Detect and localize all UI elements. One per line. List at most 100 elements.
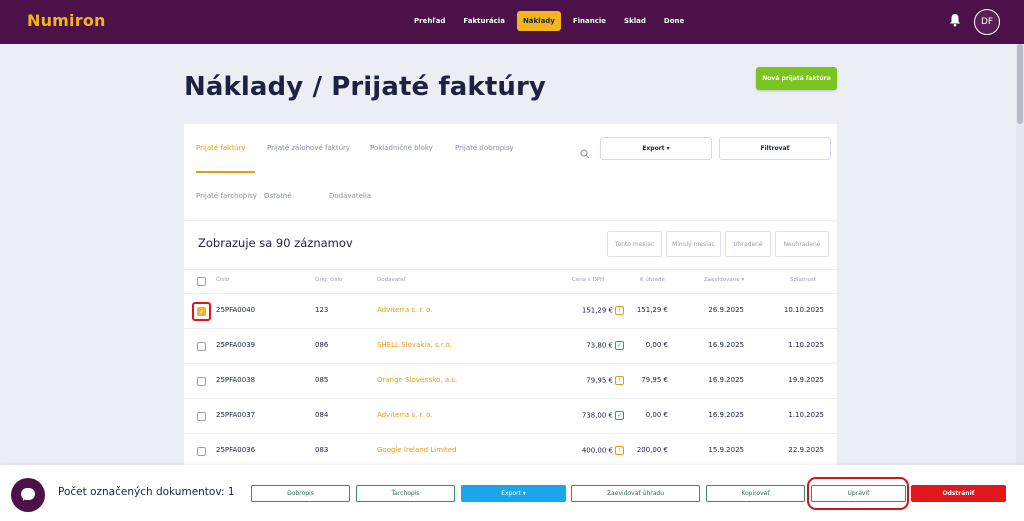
divider [184,363,837,364]
orig-number: 084 [315,411,329,419]
tab-received-invoices[interactable]: Prijaté faktúry [196,144,246,152]
tab-received-credit-notes[interactable]: Prijaté dobropisy [455,144,514,152]
nav-item-invoicing[interactable]: Fakturácia [463,17,505,25]
due-date: 19.9.2025 [788,376,824,384]
price-value: 73,80 € [586,341,613,350]
bulk-export-button[interactable]: Export ▾ [461,485,566,502]
bell-icon[interactable] [948,13,962,29]
invoice-number[interactable]: 25PFA0040 [216,306,256,314]
price-value: 400,00 € [581,446,613,455]
recorded-date: 26.9.2025 [708,306,744,314]
tab-other[interactable]: Ostatné [264,192,292,200]
search-icon[interactable] [580,144,590,159]
divider [184,433,837,434]
price-cell: 400,00 €! [544,446,624,455]
filter-paid[interactable]: Uhradené [725,231,771,257]
page-title: Náklady / Prijaté faktúry [184,72,546,102]
partial-status-icon: ! [615,446,624,455]
row-checkbox[interactable] [197,447,206,456]
orig-number: 083 [315,446,329,454]
sort-desc-icon: ▾ [741,277,745,283]
supplier-link[interactable]: Google Ireland Limited [377,446,457,454]
divider [184,328,837,329]
column-header-number[interactable]: Číslo [216,277,230,283]
price-value: 79,95 € [586,376,613,385]
new-received-invoice-button[interactable]: Nová prijatá faktúra [756,67,837,90]
invoice-number[interactable]: 25PFA0037 [216,411,256,419]
filter-this-month[interactable]: Tento mesiac [607,231,662,257]
records-count-title: Zobrazuje sa 90 záznamov [198,236,353,250]
price-value: 151,29 € [581,306,613,315]
invoices-card: Prijaté faktúry Prijaté zálohové faktúry… [184,124,837,465]
user-avatar[interactable]: DF [974,9,1000,35]
price-cell: 73,80 € ✓ [544,341,624,350]
unpaid-status-icon: ! [615,376,624,385]
divider [184,398,837,399]
column-header-price[interactable]: Cena s DPH [572,277,605,283]
tab-received-debit-notes[interactable]: Prijaté ťarchopisy [196,192,257,200]
nav-item-done[interactable]: Done [663,17,685,25]
tab-received-advance-invoices[interactable]: Prijaté zálohové faktúry [267,144,351,152]
row-checkbox[interactable]: ✓ [197,307,206,316]
column-header-to-pay[interactable]: K úhrade [640,277,665,283]
price-value: 738,00 € [581,411,613,420]
supplier-link[interactable]: Adviterra s. r. o. [377,306,433,314]
to-pay-value: 79,95 € [641,376,668,384]
selected-documents-count: Počet označených dokumentov: 1 [58,486,235,498]
to-pay-value: 0,00 € [645,341,668,349]
due-date: 1.10.2025 [788,341,824,349]
edit-button-highlight [807,477,909,510]
due-date: 10.10.2025 [783,306,824,314]
debit-note-button[interactable]: Ťarchopis [356,485,455,502]
record-payment-button[interactable]: Zaevidovať úhradu [571,485,700,502]
chat-bubble-tail [23,497,27,501]
invoice-number[interactable]: 25PFA0039 [216,341,256,349]
credit-note-button[interactable]: Dobropis [251,485,350,502]
row-checkbox[interactable] [197,412,206,421]
page-scrollbar[interactable] [1016,44,1024,465]
row-checkbox[interactable] [197,377,206,386]
divider [184,293,837,294]
nav-item-costs[interactable]: Náklady [516,11,561,31]
export-dropdown-button[interactable]: Export ▾ [600,137,712,160]
divider [184,220,837,221]
price-cell: 151,29 €! [544,306,624,315]
copy-button[interactable]: Kopírovať [706,485,805,502]
column-header-supplier[interactable]: Dodávateľ [377,277,406,283]
filter-button[interactable]: Filtrovať [719,137,831,160]
paid-status-icon: ✓ [615,411,624,420]
to-pay-value: 151,29 € [636,306,668,314]
recorded-date: 16.9.2025 [708,411,744,419]
active-tab-indicator [196,171,255,173]
nav-item-finance[interactable]: Financie [572,17,607,25]
unpaid-status-icon: ! [615,306,624,315]
column-header-due[interactable]: Splatnosť [790,277,816,283]
recorded-date: 15.9.2025 [708,446,744,454]
app-logo[interactable]: Numiron [27,11,106,30]
to-pay-value: 200,00 € [636,446,668,454]
column-header-orig-number[interactable]: Orig. číslo [315,277,343,283]
supplier-link[interactable]: Adviterra s. r. o. [377,411,433,419]
select-all-checkbox[interactable] [197,277,206,286]
recorded-date: 16.9.2025 [708,341,744,349]
tab-suppliers[interactable]: Dodávatelia [329,192,372,200]
invoice-number[interactable]: 25PFA0036 [216,446,256,454]
edit-button[interactable]: Upraviť [811,485,906,502]
filter-last-month[interactable]: Minulý mesiac [666,231,721,257]
tab-cash-receipts[interactable]: Pokladničné bloky [370,144,433,152]
delete-button[interactable]: Odstrániť [911,485,1006,502]
filter-unpaid[interactable]: Neuhradené [775,231,829,257]
invoice-number[interactable]: 25PFA0038 [216,376,256,384]
row-checkbox[interactable] [197,342,206,351]
price-cell: 738,00 € ✓ [544,411,624,420]
scrollbar-thumb[interactable] [1017,44,1023,124]
supplier-link[interactable]: SHELL Slovakia, s.r.o. [377,341,452,349]
due-date: 22.9.2025 [788,446,824,454]
chat-launcher-button[interactable] [11,478,45,512]
recorded-date: 16.9.2025 [708,376,744,384]
nav-item-overview[interactable]: Prehľad [414,17,446,25]
column-header-recorded[interactable]: Zaevidované ▾ [704,277,744,283]
orig-number: 086 [315,341,329,349]
supplier-link[interactable]: Orange Slovensko, a.s. [377,376,458,384]
nav-item-warehouse[interactable]: Sklad [624,17,646,25]
